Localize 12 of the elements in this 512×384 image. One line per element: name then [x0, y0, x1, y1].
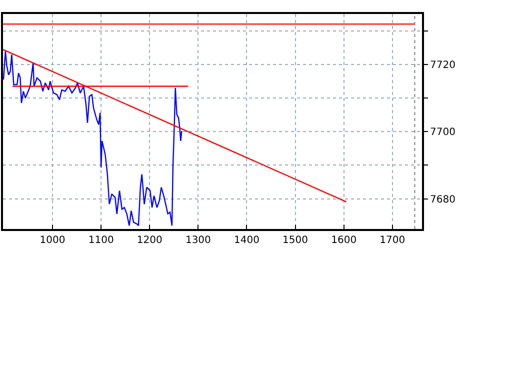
y-tick-label: 7700 [430, 127, 456, 138]
y-tick-label: 7720 [430, 60, 456, 71]
x-tick-label: 1100 [88, 235, 114, 246]
x-tick-label: 1300 [185, 235, 211, 246]
x-tick-label: 1200 [136, 235, 162, 246]
line-series [3, 50, 182, 226]
x-tick-label: 1000 [40, 235, 66, 246]
x-tick-label: 1500 [282, 235, 308, 246]
x-tick-label: 1700 [380, 235, 406, 246]
y-tick-label: 7680 [430, 194, 456, 206]
x-tick-label: 1400 [234, 235, 260, 246]
x-tick-label: 1600 [331, 235, 357, 246]
